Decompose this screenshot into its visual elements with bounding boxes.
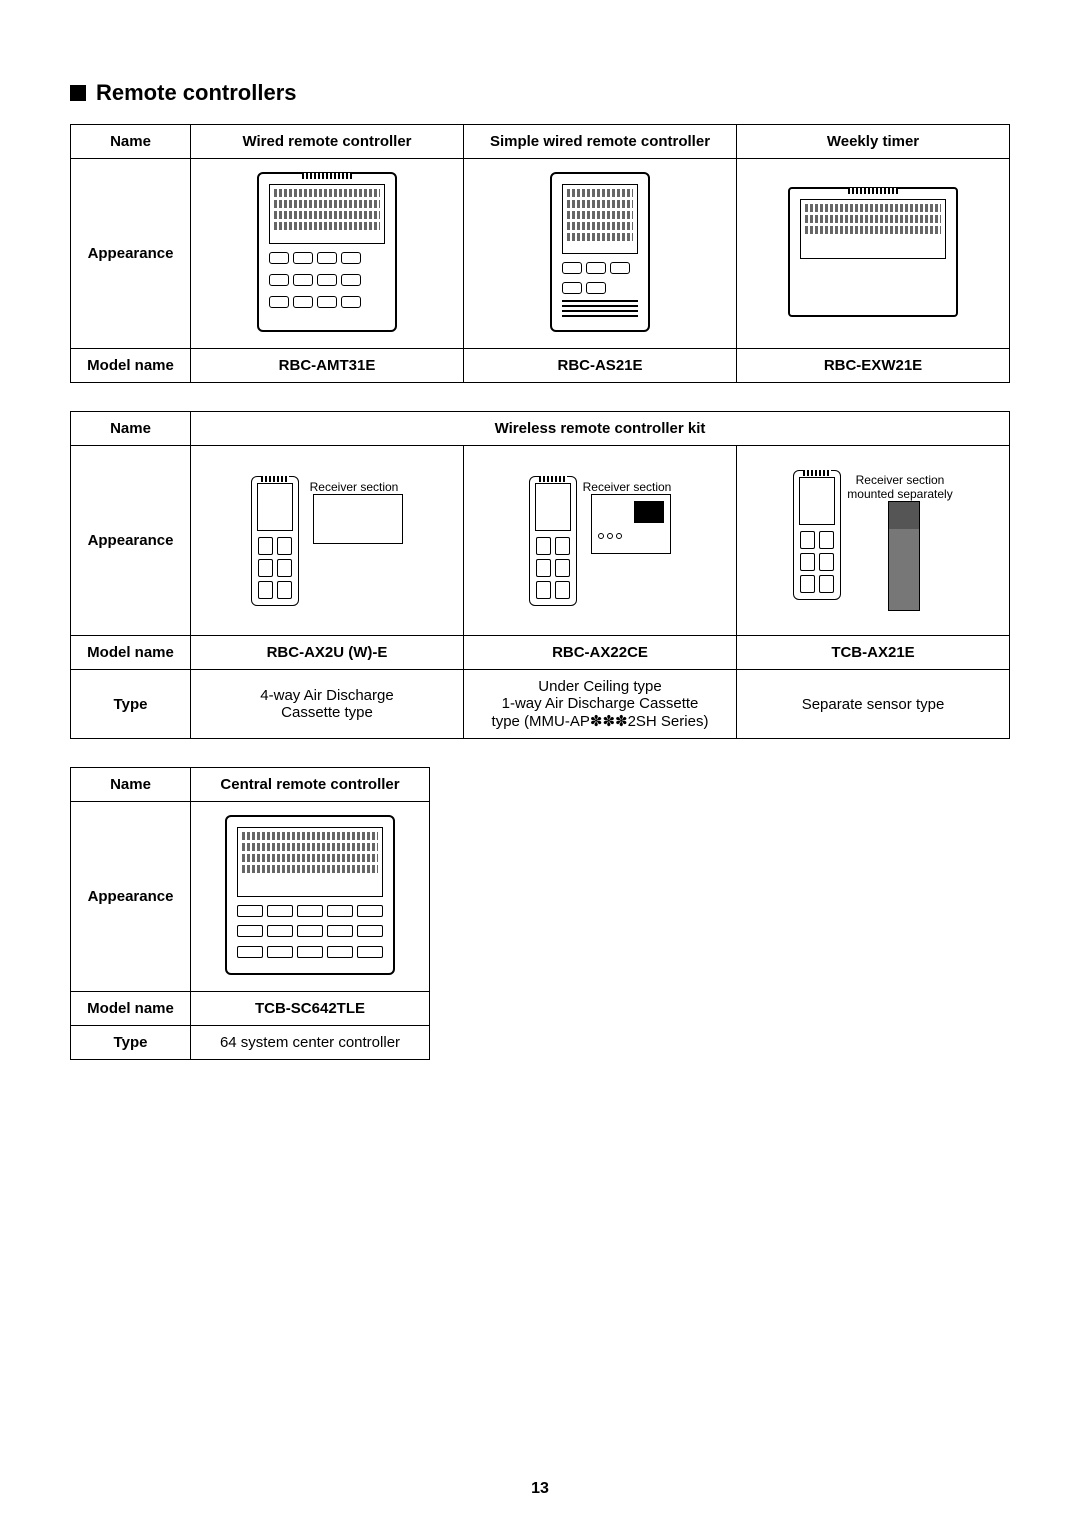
section-title-text: Remote controllers	[96, 80, 297, 106]
handheld-remote-illustration	[251, 476, 299, 606]
receiver-strip-illustration	[888, 501, 920, 611]
receiver-label: Receiver section	[310, 480, 399, 494]
col3-name: Weekly timer	[737, 125, 1010, 159]
central-appearance	[191, 802, 430, 992]
kit2-model: RBC-AX22CE	[464, 636, 737, 670]
receiver-illustration	[591, 494, 671, 554]
row-header-appearance: Appearance	[71, 446, 191, 636]
kit3-type: Separate sensor type	[737, 670, 1010, 739]
handheld-remote-illustration	[793, 470, 841, 600]
weekly-timer-illustration	[788, 187, 958, 317]
simple-wired-illustration	[550, 172, 650, 332]
receiver-illustration	[313, 494, 403, 544]
kit2-appearance: Receiver section	[464, 446, 737, 636]
section-title: Remote controllers	[70, 80, 1010, 106]
table-wired-controllers: Name Wired remote controller Simple wire…	[70, 124, 1010, 383]
row-header-name: Name	[71, 412, 191, 446]
table-wireless-kits: Name Wireless remote controller kit Appe…	[70, 411, 1010, 739]
row-header-appearance: Appearance	[71, 159, 191, 349]
page-number: 13	[0, 1480, 1080, 1498]
col1-appearance	[191, 159, 464, 349]
kit1-model: RBC-AX2U (W)-E	[191, 636, 464, 670]
row-header-name: Name	[71, 125, 191, 159]
col2-appearance	[464, 159, 737, 349]
kit2-type: Under Ceiling type 1-way Air Discharge C…	[464, 670, 737, 739]
col3-model: RBC-EXW21E	[737, 349, 1010, 383]
row-header-model: Model name	[71, 636, 191, 670]
row-header-model: Model name	[71, 349, 191, 383]
kit1-appearance: Receiver section	[191, 446, 464, 636]
table-central-controller: Name Central remote controller Appearanc…	[70, 767, 430, 1060]
receiver-label: Receiver section	[583, 480, 672, 494]
receiver-label-sep: Receiver section mounted separately	[847, 474, 952, 500]
wireless-kit-header: Wireless remote controller kit	[191, 412, 1010, 446]
row-header-appearance: Appearance	[71, 802, 191, 992]
kit1-type: 4-way Air Discharge Cassette type	[191, 670, 464, 739]
central-type: 64 system center controller	[191, 1026, 430, 1060]
row-header-name: Name	[71, 768, 191, 802]
central-model: TCB-SC642TLE	[191, 992, 430, 1026]
col2-model: RBC-AS21E	[464, 349, 737, 383]
row-header-type: Type	[71, 1026, 191, 1060]
col3-appearance	[737, 159, 1010, 349]
row-header-model: Model name	[71, 992, 191, 1026]
col1-name: Wired remote controller	[191, 125, 464, 159]
col1-model: RBC-AMT31E	[191, 349, 464, 383]
handheld-remote-illustration	[529, 476, 577, 606]
col2-name: Simple wired remote controller	[464, 125, 737, 159]
row-header-type: Type	[71, 670, 191, 739]
kit3-model: TCB-AX21E	[737, 636, 1010, 670]
kit3-appearance: Receiver section mounted separately	[737, 446, 1010, 636]
central-remote-illustration	[225, 815, 395, 975]
central-name: Central remote controller	[191, 768, 430, 802]
square-bullet-icon	[70, 85, 86, 101]
wired-remote-illustration	[257, 172, 397, 332]
